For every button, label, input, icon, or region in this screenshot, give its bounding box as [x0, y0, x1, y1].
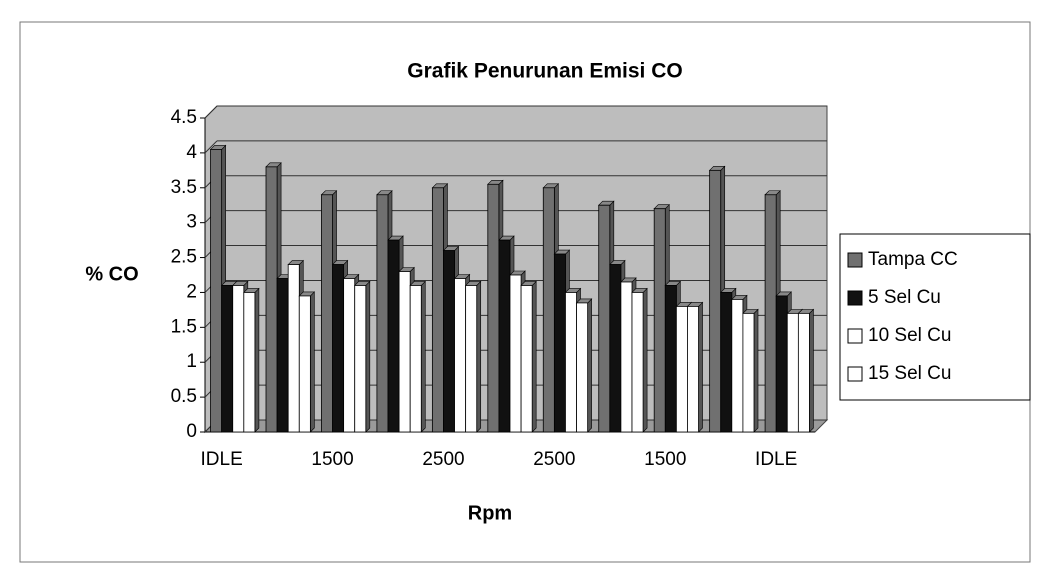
y-tick-label: 0.5 — [171, 386, 197, 407]
bar — [398, 271, 411, 433]
bar — [731, 299, 744, 433]
bar-side — [809, 308, 814, 433]
bar — [332, 264, 345, 433]
bar — [797, 312, 810, 433]
legend-label: 15 Sel Cu — [868, 363, 951, 384]
bar — [431, 187, 444, 433]
x-tick-label: 2500 — [422, 449, 464, 470]
y-tick-label: 2.5 — [171, 247, 197, 268]
bar-side — [531, 280, 537, 433]
y-tick-label: 2 — [186, 281, 197, 302]
bar — [653, 208, 666, 433]
bar — [720, 292, 733, 433]
bar — [598, 204, 611, 433]
bar — [742, 312, 755, 433]
bar — [210, 148, 223, 433]
bar-side — [587, 298, 592, 433]
y-axis-title: % CO — [85, 263, 138, 285]
bar — [321, 194, 333, 433]
legend-swatch — [847, 328, 863, 344]
bar-side — [642, 287, 648, 433]
bar — [498, 239, 511, 433]
bar — [354, 285, 367, 433]
x-axis-title: Rpm — [468, 502, 512, 524]
bar — [387, 239, 400, 433]
bar — [609, 264, 622, 433]
bar — [454, 278, 467, 433]
bar — [276, 278, 289, 433]
bar — [520, 285, 533, 433]
y-tick-label: 1 — [186, 351, 197, 372]
bar — [409, 285, 422, 433]
bar — [509, 274, 522, 433]
bar — [631, 292, 644, 433]
x-tick-label: 1500 — [644, 449, 686, 470]
bar-side — [698, 301, 703, 433]
y-tick-label: 3 — [186, 212, 197, 233]
bar — [565, 292, 577, 433]
bar — [709, 169, 722, 433]
bar-side — [310, 291, 315, 433]
legend-label: Tampa CC — [868, 249, 958, 270]
y-tick-label: 1.5 — [171, 316, 197, 337]
bar — [465, 285, 478, 433]
bar-side — [365, 280, 371, 433]
bar — [764, 194, 777, 433]
legend-label: 10 Sel Cu — [868, 325, 951, 346]
bar — [620, 281, 633, 433]
bar — [221, 285, 234, 433]
grid-line — [204, 140, 218, 154]
bar — [376, 194, 389, 433]
bar — [675, 305, 688, 433]
bar-side — [476, 280, 482, 433]
bar — [775, 295, 788, 433]
legend-swatch — [847, 366, 863, 382]
bar — [687, 305, 699, 433]
legend-box — [839, 233, 1031, 401]
bar — [553, 253, 566, 433]
y-tick-label: 3.5 — [171, 177, 197, 198]
chart-title: Grafik Penurunan Emisi CO — [407, 60, 682, 83]
y-tick-label: 4 — [186, 142, 197, 163]
bar-side — [254, 287, 260, 433]
grid-line — [204, 105, 218, 119]
legend-swatch — [847, 252, 863, 268]
bar — [298, 295, 311, 433]
bar — [343, 278, 356, 433]
bar — [232, 285, 245, 433]
bar — [487, 183, 500, 433]
bar — [576, 302, 589, 433]
x-tick-label: 2500 — [533, 449, 575, 470]
bar — [542, 187, 555, 433]
bar — [443, 250, 455, 433]
bar — [243, 292, 256, 433]
x-tick-label: 1500 — [311, 449, 353, 470]
legend-label: 5 Sel Cu — [868, 287, 941, 308]
bar — [664, 285, 677, 433]
legend-swatch — [847, 290, 863, 306]
bar — [287, 264, 300, 433]
y-tick-label: 0 — [186, 421, 197, 442]
x-tick-label: IDLE — [201, 449, 243, 470]
y-tick-label: 4.5 — [171, 107, 197, 128]
x-tick-label: IDLE — [755, 449, 797, 470]
bar-side — [753, 308, 759, 433]
bar — [786, 312, 799, 433]
bar-side — [420, 280, 426, 433]
bar — [265, 166, 278, 433]
